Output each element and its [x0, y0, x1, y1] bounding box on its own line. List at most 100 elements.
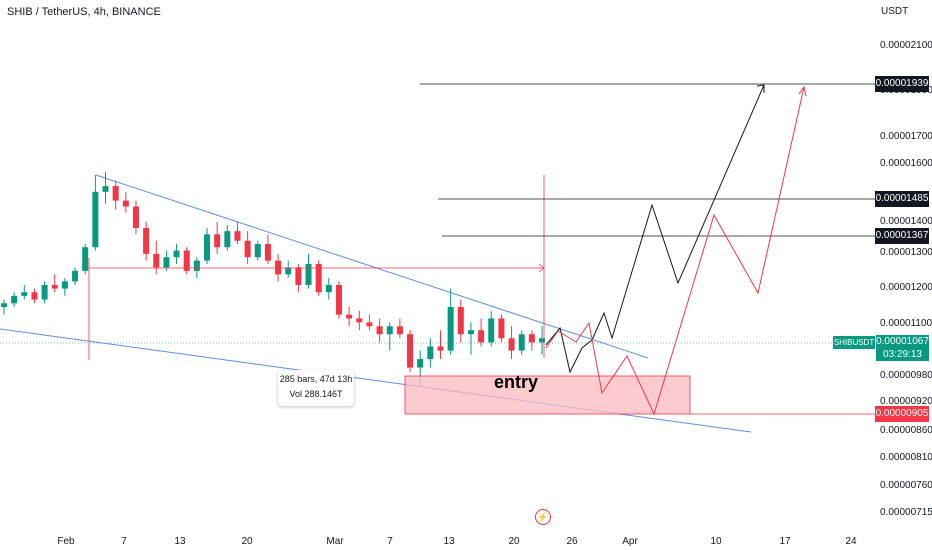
time-axis-tick: 24: [845, 536, 857, 547]
candles: [1, 172, 545, 386]
axis-currency: USDT: [881, 6, 909, 17]
price-tag-1367: 0.00001367: [875, 228, 929, 244]
price-axis-tick: 0.00001700: [880, 131, 932, 142]
price-tag-1485: 0.00001485: [875, 191, 929, 207]
candle-body: [153, 253, 160, 268]
candle-body: [366, 322, 373, 327]
current-price-tag: 0.00001067 03:29:13: [876, 335, 929, 361]
time-axis-tick: 13: [443, 536, 455, 547]
price-axis-tick: 0.00000860: [880, 425, 932, 436]
candle-body: [214, 234, 221, 248]
candle-body: [234, 231, 241, 241]
symbol-title[interactable]: SHIB / TetherUS, 4h, BINANCE: [7, 6, 161, 18]
measure-bars-text: 285 bars, 47d 13h: [279, 374, 353, 384]
candle-body: [275, 260, 282, 275]
price-axis-tick: 0.00001200: [880, 282, 932, 293]
lower-trendline[interactable]: [0, 328, 752, 433]
candle-body: [346, 314, 353, 319]
time-axis-tick: Feb: [57, 536, 75, 547]
candle-body: [112, 186, 119, 201]
time-axis-tick: Mar: [326, 536, 344, 547]
candle-body: [72, 270, 79, 282]
candle-body: [1, 303, 7, 308]
candle-body: [204, 234, 211, 261]
candle-body: [224, 231, 231, 248]
time-axis-tick: 26: [566, 536, 578, 547]
candle-body: [447, 307, 454, 351]
candle-body: [51, 284, 58, 289]
candle-body: [193, 260, 200, 271]
candle-body: [427, 346, 434, 360]
price-axis-tick: 0.00001600: [880, 158, 932, 169]
price-axis-tick: 0.00000810: [880, 452, 932, 463]
candle-body: [132, 206, 139, 228]
price-axis-tick: 0.00001400: [880, 216, 932, 227]
candle-body: [244, 240, 251, 258]
candle-body: [437, 346, 444, 351]
candle-body: [31, 292, 38, 300]
candle-body: [163, 257, 170, 268]
time-axis-tick: 13: [174, 536, 186, 547]
current-price-value: 0.00001067: [876, 336, 929, 347]
candle-body: [285, 267, 292, 275]
candle-body: [335, 284, 342, 315]
bar-countdown: 03:29:13: [883, 349, 922, 360]
candle-body: [254, 243, 261, 258]
candle-body: [264, 243, 271, 261]
time-axis-tick: 7: [121, 536, 127, 547]
entry-label: entry: [494, 372, 539, 392]
candle-body: [356, 318, 363, 323]
entry-zone[interactable]: [404, 375, 691, 415]
candle-body: [305, 263, 312, 285]
projection-red: [545, 86, 805, 416]
candle-body: [498, 318, 505, 339]
time-axis-tick: 20: [241, 536, 253, 547]
lightning-icon[interactable]: ⚡: [535, 509, 551, 525]
price-axis-tick: 0.00001100: [880, 318, 932, 329]
candle-body: [82, 247, 89, 271]
candle-body: [41, 284, 48, 300]
time-axis-tick: Apr: [622, 536, 638, 547]
measure-volume-text: Vol 288.146T: [289, 389, 343, 399]
projection-red-arrowhead: [798, 85, 807, 97]
candle-body: [315, 263, 322, 293]
candle-body: [386, 326, 393, 335]
candle-body: [528, 334, 535, 343]
candle-body: [396, 326, 403, 335]
candle-body: [508, 338, 515, 351]
price-axis-tick: 0.00000980: [880, 370, 932, 381]
candle-body: [376, 326, 383, 335]
price-axis-tick: 0.00000715: [880, 507, 932, 518]
time-axis-tick: 7: [387, 536, 393, 547]
candle-body: [457, 307, 464, 335]
candle-body: [11, 295, 18, 304]
candle-body: [417, 359, 424, 368]
candle-body: [21, 292, 28, 296]
candle-body: [183, 250, 190, 271]
ticker-label: SHIBUSDT: [833, 336, 875, 349]
upper-trendline[interactable]: [95, 174, 649, 359]
candle-body: [467, 330, 474, 335]
candle-body: [92, 191, 99, 248]
projection-black: [545, 84, 765, 374]
time-axis-tick: 17: [779, 536, 791, 547]
candle-body: [518, 334, 525, 351]
candle-body: [173, 250, 180, 258]
price-axis-tick: 0.00000760: [880, 480, 932, 491]
candle-body: [488, 318, 495, 343]
candle-body: [407, 334, 414, 368]
candle-body: [61, 281, 68, 289]
price-tag-1939: 0.00001939: [875, 76, 929, 92]
measure-info-box: 285 bars, 47d 13h Vol 288.146T: [278, 370, 354, 406]
projection-black-arrowhead: [756, 84, 765, 93]
time-axis-tick: 10: [710, 536, 722, 547]
candle-body: [122, 200, 129, 207]
candle-body: [325, 284, 332, 293]
time-axis-tick: 20: [508, 536, 520, 547]
candle-body: [295, 267, 302, 285]
candle-body: [102, 186, 109, 192]
price-axis-tick: 0.00002100: [880, 40, 932, 51]
candle-body: [143, 227, 150, 254]
